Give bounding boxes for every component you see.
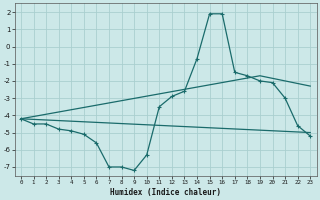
X-axis label: Humidex (Indice chaleur): Humidex (Indice chaleur) bbox=[110, 188, 221, 197]
